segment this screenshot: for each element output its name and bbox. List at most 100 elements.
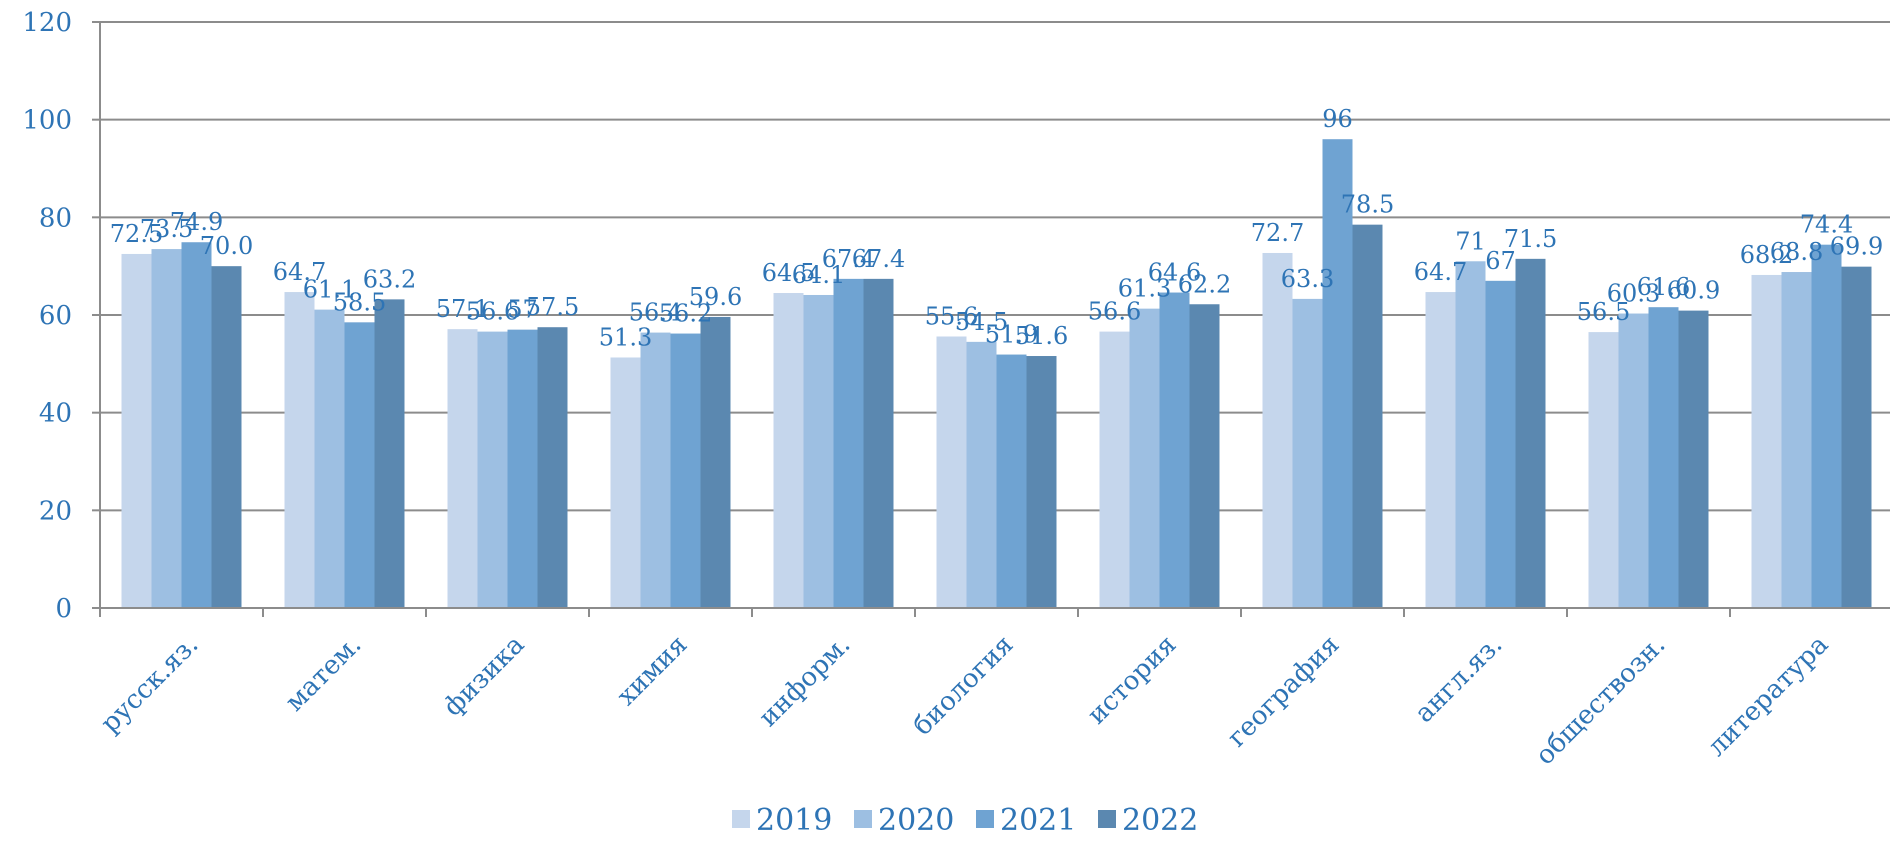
bar: [507, 329, 538, 608]
y-axis: 0 20 40 60 80 100 120: [22, 8, 101, 624]
data-label: 56.2: [659, 300, 712, 328]
data-labels: 72.573.574.970.064.761.158.563.257.156.6…: [110, 105, 1883, 351]
data-label: 63.2: [363, 265, 416, 293]
bar: [1262, 252, 1293, 608]
y-tick-label: 60: [39, 301, 72, 331]
data-label: 67: [1485, 247, 1516, 275]
legend-label: 2022: [1122, 803, 1198, 838]
data-label: 56.4: [629, 299, 682, 327]
bar: [610, 357, 641, 608]
data-label: 73.5: [140, 215, 193, 243]
legend-swatch: [1098, 810, 1116, 828]
data-label: 55.6: [925, 302, 978, 330]
data-label: 67.4: [852, 245, 905, 273]
bar: [803, 294, 834, 608]
data-label: 68.2: [1740, 241, 1793, 269]
x-category-label: информ.: [753, 630, 856, 733]
bar: [700, 316, 731, 608]
y-tick-label: 100: [22, 106, 72, 136]
data-label: 74.9: [170, 208, 223, 236]
x-category-label: литература: [1702, 630, 1835, 763]
data-label: 59.6: [689, 283, 742, 311]
bar: [966, 341, 997, 608]
data-label: 64.7: [1414, 258, 1467, 286]
bar: [374, 299, 405, 608]
data-label: 64.5: [762, 259, 815, 287]
legend-label: 2021: [1000, 803, 1076, 838]
legend-label: 2019: [756, 803, 832, 838]
bar: [181, 242, 212, 608]
bar: [1159, 292, 1190, 608]
data-label: 78.5: [1341, 191, 1394, 219]
y-tick-label: 120: [22, 8, 72, 38]
bar: [211, 266, 242, 608]
data-label: 72.7: [1251, 219, 1304, 247]
data-label: 58.5: [333, 288, 386, 316]
bar: [537, 327, 568, 608]
bar: [863, 278, 894, 608]
x-category-label: химия: [611, 630, 693, 712]
data-label: 57.5: [526, 293, 579, 321]
data-label: 96: [1322, 105, 1353, 133]
bar: [1425, 292, 1456, 608]
data-label: 71.5: [1504, 225, 1557, 253]
y-tick-label: 40: [39, 399, 72, 429]
bar: [1455, 261, 1486, 608]
legend-swatch: [976, 810, 994, 828]
data-label: 69.9: [1830, 233, 1883, 261]
data-label: 64.6: [1148, 259, 1201, 287]
legend: 2019 2020 2021 2022: [732, 803, 1198, 838]
y-tick-label: 20: [39, 496, 72, 526]
bar: [1781, 272, 1812, 608]
bar: [1129, 308, 1160, 608]
bar: [344, 322, 375, 608]
data-label: 56.6: [1088, 298, 1141, 326]
data-label: 63.3: [1281, 265, 1334, 293]
y-tick-label: 0: [55, 594, 72, 624]
bar: [1189, 304, 1220, 608]
x-category-label: география: [1222, 630, 1345, 753]
data-label: 70.0: [200, 232, 253, 260]
data-label: 68.8: [1770, 238, 1823, 266]
bar: [447, 329, 478, 608]
data-label: 51.9: [985, 321, 1038, 349]
bar: [996, 354, 1027, 608]
y-tick-label: 80: [39, 203, 72, 233]
data-label: 56.5: [1577, 298, 1630, 326]
data-label: 62.2: [1178, 270, 1231, 298]
data-label: 72.5: [110, 220, 163, 248]
x-axis: русск.яз. матем. физика химия информ. биологи…: [95, 607, 1890, 771]
data-label: 57.1: [436, 295, 489, 323]
bar: [314, 309, 345, 608]
bar: [1841, 266, 1872, 608]
data-label: 57: [507, 296, 538, 324]
x-category-label: обществозн.: [1530, 630, 1671, 771]
x-category-label: история: [1082, 630, 1183, 731]
bar: [1322, 139, 1353, 608]
bar: [1485, 280, 1516, 608]
bar: [936, 336, 967, 608]
bar: [284, 292, 315, 608]
bar: [640, 332, 671, 608]
data-label: 61.1: [303, 276, 356, 304]
x-category-label: биология: [908, 630, 1020, 742]
bar: [121, 253, 152, 609]
data-label: 71: [1455, 227, 1486, 255]
data-label: 67.4: [822, 245, 875, 273]
data-label: 56.6: [466, 298, 519, 326]
bar: [1515, 258, 1546, 608]
bar: [1648, 307, 1679, 608]
data-label: 61.3: [1118, 275, 1171, 303]
bar: [151, 249, 182, 608]
x-category-label: англ.яз.: [1409, 630, 1508, 729]
data-label: 74.4: [1800, 211, 1853, 239]
data-label: 64.7: [273, 258, 326, 286]
bar: [1588, 332, 1619, 608]
data-label: 54.5: [955, 308, 1008, 336]
x-category-label: русск.яз.: [95, 630, 204, 739]
bars: [121, 139, 1872, 609]
data-label: 51.6: [1015, 322, 1068, 350]
data-label: 64.1: [792, 261, 845, 289]
bar: [833, 278, 864, 608]
